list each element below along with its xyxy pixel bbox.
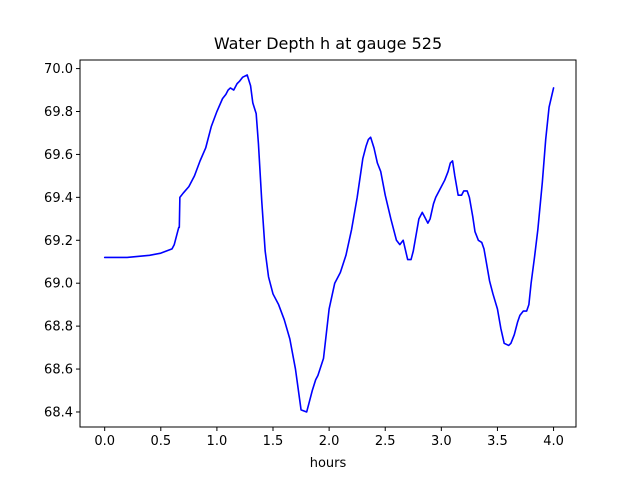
chart-title: Water Depth h at gauge 525 <box>214 34 442 53</box>
y-tick-label: 69.8 <box>44 105 73 120</box>
y-tick-label: 69.4 <box>44 191 73 206</box>
x-tick-label: 0.5 <box>150 434 171 449</box>
y-tick-label: 69.0 <box>44 277 73 292</box>
x-tick-label: 3.5 <box>487 434 508 449</box>
y-tick-label: 68.6 <box>44 363 73 378</box>
data-layer <box>103 74 555 413</box>
y-tick-label: 69.6 <box>44 148 73 163</box>
axes-layer: 0.0 0.5 1.0 1.5 2.0 2.5 3.0 3.5 4.0 68.4 68.6 68.8 6… <box>44 59 577 449</box>
x-tick-label: 3.0 <box>431 434 452 449</box>
x-tick-label: 2.0 <box>319 434 340 449</box>
y-tick-label: 68.4 <box>44 405 73 420</box>
y-tick-label: 69.2 <box>44 234 73 249</box>
axes-frame <box>79 59 577 428</box>
y-tick-label: 68.8 <box>44 320 73 335</box>
x-tick-label: 2.5 <box>375 434 396 449</box>
x-tick-label: 1.5 <box>263 434 284 449</box>
series-line-0 <box>103 74 555 413</box>
x-axis-label: hours <box>310 456 347 471</box>
y-tick-label: 70.0 <box>44 62 73 77</box>
x-tick-label: 0.0 <box>94 434 115 449</box>
x-tick-label: 4.0 <box>543 434 564 449</box>
x-tick-label: 1.0 <box>207 434 228 449</box>
